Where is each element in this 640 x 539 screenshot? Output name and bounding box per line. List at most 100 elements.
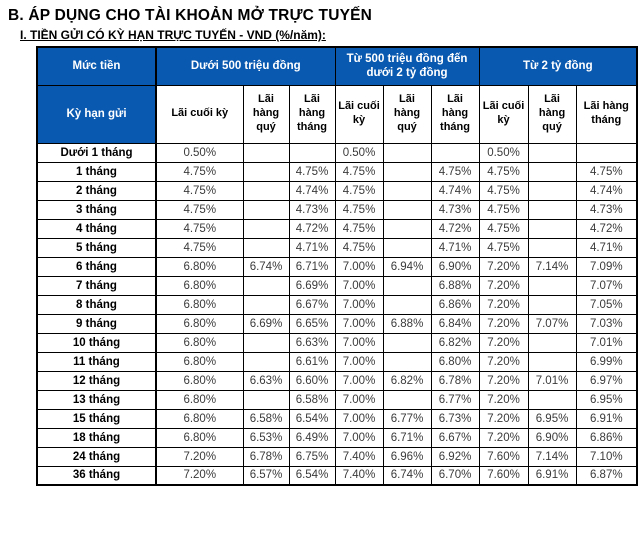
tier-header-500m-to-2b: Từ 500 triệu đồng đến dưới 2 tỷ đồng: [334, 46, 480, 86]
rate-cell: 4.75%: [478, 237, 529, 258]
rate-cell: 4.75%: [478, 180, 529, 201]
subheader-end-of-term: Lãi cuối kỳ: [334, 84, 384, 144]
rate-cell: 7.00%: [334, 370, 384, 391]
rate-cell: 6.75%: [288, 446, 336, 467]
rate-cell: [242, 275, 290, 296]
rate-cell: 4.75%: [155, 199, 244, 220]
rate-cell: 6.65%: [288, 313, 336, 334]
table-row: 4 tháng 4.75% 4.72% 4.75% 4.72% 4.75% 4.72%: [36, 218, 638, 239]
rate-cell: 6.63%: [288, 332, 336, 353]
rate-cell: [527, 161, 577, 182]
rate-cell: 4.75%: [155, 218, 244, 239]
rate-cell: [527, 275, 577, 296]
term-cell: 12 tháng: [36, 370, 157, 391]
rate-cell: 7.20%: [155, 446, 244, 467]
rate-cell: 6.63%: [242, 370, 290, 391]
rate-cell: 6.74%: [382, 465, 432, 486]
rate-cell: 4.71%: [430, 237, 480, 258]
term-cell: 8 tháng: [36, 294, 157, 315]
rate-cell: 4.74%: [430, 180, 480, 201]
rate-cell: [527, 180, 577, 201]
rate-cell: 6.69%: [288, 275, 336, 296]
rate-cell: 4.75%: [334, 161, 384, 182]
rate-cell: 4.74%: [575, 180, 638, 201]
rate-cell: 6.97%: [575, 370, 638, 391]
rate-cell: 6.49%: [288, 427, 336, 448]
rate-cell: 6.80%: [155, 389, 244, 410]
rate-cell: 6.54%: [288, 465, 336, 486]
rate-cell: 4.75%: [155, 161, 244, 182]
rate-cell: 6.67%: [430, 427, 480, 448]
term-cell: 10 tháng: [36, 332, 157, 353]
rate-cell: 6.71%: [382, 427, 432, 448]
rate-cell: 4.75%: [334, 180, 384, 201]
term-cell: 11 tháng: [36, 351, 157, 372]
rate-cell: 7.20%: [478, 294, 529, 315]
rate-cell: 0.50%: [478, 142, 529, 163]
rate-cell: 4.75%: [288, 161, 336, 182]
subheader-quarterly: Lãi hàng quý: [382, 84, 432, 144]
rate-cell: [242, 237, 290, 258]
rate-cell: 7.05%: [575, 294, 638, 315]
rate-cell: 6.84%: [430, 313, 480, 334]
header-row-amount-tiers: Mức tiền Dưới 500 triệu đồng Từ 500 triệ…: [36, 46, 638, 86]
rate-cell: 6.80%: [155, 256, 244, 277]
rate-cell: [288, 142, 336, 163]
term-cell: 9 tháng: [36, 313, 157, 334]
rate-cell: 6.54%: [288, 408, 336, 429]
rate-cell: [242, 294, 290, 315]
rate-cell: 6.74%: [242, 256, 290, 277]
rate-cell: [382, 332, 432, 353]
rate-cell: 7.14%: [527, 256, 577, 277]
rate-cell: 7.20%: [478, 332, 529, 353]
rate-cell: 4.71%: [575, 237, 638, 258]
rate-cell: 7.20%: [155, 465, 244, 486]
rate-cell: [382, 294, 432, 315]
rate-cell: 6.94%: [382, 256, 432, 277]
table-row: 15 tháng 6.80% 6.58% 6.54% 7.00% 6.77% 6.73% 7.…: [36, 408, 638, 429]
rate-cell: 4.75%: [155, 180, 244, 201]
table-row: 12 tháng 6.80% 6.63% 6.60% 7.00% 6.82% 6.78% 7.…: [36, 370, 638, 391]
rate-cell: 4.71%: [288, 237, 336, 258]
term-cell: 5 tháng: [36, 237, 157, 258]
rate-cell: 6.73%: [430, 408, 480, 429]
rate-cell: 6.69%: [242, 313, 290, 334]
rate-cell: [527, 237, 577, 258]
subheader-quarterly: Lãi hàng quý: [242, 84, 290, 144]
rate-cell: 7.07%: [575, 275, 638, 296]
rate-cell: 7.00%: [334, 313, 384, 334]
interest-rate-table: Mức tiền Dưới 500 triệu đồng Từ 500 triệ…: [36, 46, 639, 486]
rate-cell: [527, 294, 577, 315]
rate-cell: 7.03%: [575, 313, 638, 334]
rate-cell: 7.20%: [478, 256, 529, 277]
rate-cell: 6.82%: [430, 332, 480, 353]
rate-cell: 6.80%: [155, 313, 244, 334]
rate-cell: 6.80%: [430, 351, 480, 372]
rate-cell: 7.14%: [527, 446, 577, 467]
rate-cell: [527, 199, 577, 220]
subheader-end-of-term: Lãi cuối kỳ: [478, 84, 529, 144]
term-cell: 2 tháng: [36, 180, 157, 201]
rate-cell: [527, 142, 577, 163]
rate-cell: [382, 199, 432, 220]
table-row: 2 tháng 4.75% 4.74% 4.75% 4.74% 4.75% 4.74%: [36, 180, 638, 201]
term-cell: 7 tháng: [36, 275, 157, 296]
rate-cell: [527, 218, 577, 239]
rate-cell: 4.75%: [478, 161, 529, 182]
header-row-payout-types: Kỳ hạn gửi Lãi cuối kỳ Lãi hàng quý Lãi …: [36, 84, 638, 144]
rate-cell: [527, 389, 577, 410]
rate-cell: 6.61%: [288, 351, 336, 372]
rate-cell: 4.75%: [430, 161, 480, 182]
rate-cell: 6.91%: [527, 465, 577, 486]
rate-cell: 6.90%: [527, 427, 577, 448]
rate-cell: 4.75%: [478, 218, 529, 239]
rate-cell: [575, 142, 638, 163]
section-subtitle: I. TIỀN GỬI CÓ KỲ HẠN TRỰC TUYẾN - VND (…: [20, 28, 326, 42]
rate-cell: 6.67%: [288, 294, 336, 315]
term-cell: 18 tháng: [36, 427, 157, 448]
rate-cell: [382, 275, 432, 296]
rate-cell: 4.73%: [288, 199, 336, 220]
rate-cell: 7.00%: [334, 351, 384, 372]
rate-cell: 7.00%: [334, 332, 384, 353]
rate-cell: 7.20%: [478, 408, 529, 429]
